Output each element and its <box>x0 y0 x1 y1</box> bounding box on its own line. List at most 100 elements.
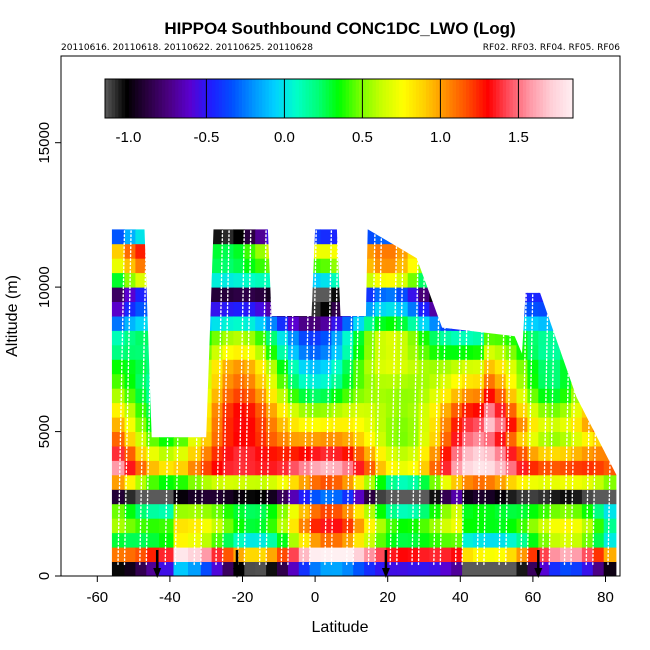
heatmap-cell <box>440 330 452 346</box>
heatmap-cell <box>603 532 617 548</box>
heatmap-cell <box>396 446 409 461</box>
colorbar-segment <box>486 79 490 118</box>
colorbar-segment <box>466 79 470 118</box>
heatmap-cell <box>581 359 594 375</box>
colorbar-segment <box>469 79 474 118</box>
heatmap-cell <box>159 229 174 245</box>
heatmap-cell <box>462 460 474 476</box>
heatmap-cell <box>200 547 213 562</box>
colorbar-segment <box>442 79 447 118</box>
heatmap-cell <box>483 489 496 505</box>
flight-track <box>389 229 398 566</box>
heatmap-cell <box>146 243 160 259</box>
heatmap-cell <box>244 503 256 519</box>
colorbar-segment <box>435 79 440 118</box>
heatmap-cell <box>473 330 485 346</box>
heatmap-cell <box>255 301 267 317</box>
colorbar-segment <box>295 79 300 118</box>
heatmap-cell <box>135 373 147 389</box>
heatmap-cell <box>364 316 376 331</box>
heatmap-cell <box>375 561 387 576</box>
colorbar-segment <box>255 79 260 118</box>
heatmap-cell <box>571 243 583 259</box>
heatmap-cell <box>396 460 409 476</box>
heatmap-cell <box>188 460 202 476</box>
heatmap-cell <box>440 460 452 476</box>
flight-marker-arrow <box>153 568 162 578</box>
heatmap-cell <box>342 547 354 562</box>
heatmap-cell <box>505 518 518 534</box>
heatmap-cell <box>429 316 441 331</box>
heatmap-cell <box>111 388 125 404</box>
heatmap-cell <box>549 229 561 245</box>
heatmap-cell <box>111 446 125 461</box>
heatmap-cell <box>200 460 213 476</box>
heatmap-cell <box>287 229 300 245</box>
heatmap-cell <box>266 301 278 317</box>
heatmap-cell <box>560 344 572 360</box>
heatmap-cell <box>494 287 507 302</box>
heatmap-cell <box>309 489 321 505</box>
heatmap-cell <box>375 474 387 490</box>
heatmap-cell <box>560 272 572 288</box>
heatmap-cell <box>549 446 561 461</box>
heatmap-cell <box>581 229 594 245</box>
heatmap-cell <box>581 287 594 302</box>
heatmap-cell <box>516 330 528 346</box>
heatmap-cell <box>353 388 365 404</box>
heatmap-cell <box>364 518 376 534</box>
heatmap-cell <box>505 547 518 562</box>
heatmap-cell <box>462 344 474 360</box>
heatmap-cell <box>527 330 539 346</box>
heatmap-cell <box>429 301 441 317</box>
heatmap-cell <box>266 330 278 346</box>
heatmap-cell <box>483 388 496 404</box>
heatmap-cell <box>592 359 605 375</box>
colorbar-segment <box>205 79 210 118</box>
heatmap-cell <box>538 547 550 562</box>
heatmap-cell <box>320 229 332 245</box>
heatmap-cell <box>505 330 518 346</box>
heatmap-cell <box>200 287 213 302</box>
heatmap-cell <box>396 359 409 375</box>
heatmap-cell <box>342 229 354 245</box>
heatmap-cell <box>111 243 125 259</box>
heatmap-cell <box>375 417 387 432</box>
heatmap-cell <box>581 272 594 288</box>
heatmap-cell <box>483 532 496 548</box>
heatmap-cell <box>592 532 605 548</box>
flight-track <box>221 229 230 566</box>
heatmap-cell <box>353 243 365 259</box>
colorbar-segment <box>155 79 159 118</box>
heatmap-cell <box>277 316 289 331</box>
heatmap-cell <box>200 359 213 375</box>
heatmap-cell <box>571 272 583 288</box>
heatmap-cell <box>385 301 398 317</box>
heatmap-cell <box>581 402 594 418</box>
heatmap-cell <box>277 272 289 288</box>
colorbar-segment <box>235 79 240 118</box>
heatmap-cell <box>516 272 528 288</box>
heatmap-cell <box>440 243 452 259</box>
heatmap-cell <box>451 561 463 576</box>
heatmap-cell <box>266 474 278 490</box>
heatmap-cell <box>353 417 365 432</box>
heatmap-cell <box>222 460 234 476</box>
heatmap-cell <box>135 258 147 274</box>
heatmap-cell <box>571 489 583 505</box>
heatmap-cell <box>287 359 300 375</box>
heatmap-cell <box>473 561 485 576</box>
heatmap-cell <box>385 359 398 375</box>
flight-track <box>411 229 420 566</box>
heatmap-cell <box>451 359 463 375</box>
heatmap-cell <box>603 402 617 418</box>
heatmap-cell <box>581 547 594 562</box>
x-tick-label: -60 <box>86 589 108 606</box>
colorbar-segment <box>395 79 400 118</box>
heatmap-cell <box>200 258 213 274</box>
heatmap-cell <box>211 287 223 302</box>
colorbar-segment <box>145 79 149 118</box>
heatmap-cell <box>331 547 343 562</box>
heatmap-cell <box>494 561 507 576</box>
colorbar-segment <box>208 79 213 118</box>
